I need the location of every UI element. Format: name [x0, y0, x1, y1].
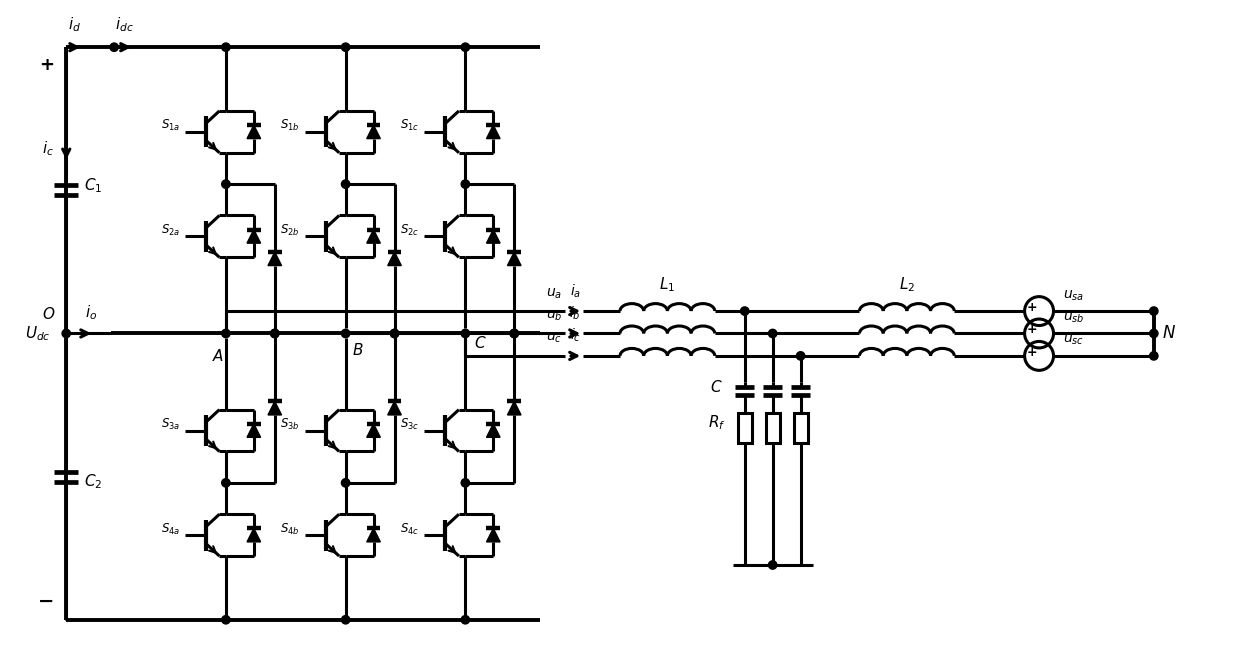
- Circle shape: [461, 615, 470, 624]
- Polygon shape: [486, 424, 500, 438]
- Bar: [794, 413, 807, 443]
- Circle shape: [1149, 307, 1158, 316]
- Circle shape: [341, 329, 350, 338]
- Circle shape: [740, 307, 749, 316]
- Circle shape: [391, 329, 399, 338]
- Text: $S_{1b}$: $S_{1b}$: [280, 118, 300, 133]
- Polygon shape: [388, 252, 402, 266]
- Circle shape: [510, 329, 518, 338]
- Text: $S_{3a}$: $S_{3a}$: [161, 417, 180, 432]
- Text: $L_2$: $L_2$: [899, 275, 915, 294]
- Text: $S_{4a}$: $S_{4a}$: [161, 522, 180, 537]
- Text: $C$: $C$: [474, 335, 486, 352]
- Circle shape: [391, 329, 399, 338]
- Text: $S_{1a}$: $S_{1a}$: [161, 118, 180, 133]
- Circle shape: [341, 615, 350, 624]
- Text: $L_1$: $L_1$: [660, 275, 676, 294]
- Circle shape: [461, 329, 470, 338]
- Text: $i_c$: $i_c$: [42, 140, 55, 158]
- Text: $u_b$: $u_b$: [546, 308, 562, 323]
- Text: $C$: $C$: [711, 379, 723, 395]
- Text: $S_{3b}$: $S_{3b}$: [280, 417, 300, 432]
- Polygon shape: [367, 230, 381, 243]
- Bar: [765, 413, 780, 443]
- Polygon shape: [486, 125, 500, 138]
- Text: $S_{4b}$: $S_{4b}$: [280, 522, 300, 537]
- Text: $B$: $B$: [352, 342, 363, 358]
- Text: $S_{2a}$: $S_{2a}$: [161, 223, 180, 238]
- Text: +: +: [1027, 323, 1037, 337]
- Circle shape: [1149, 352, 1158, 360]
- Polygon shape: [367, 125, 381, 138]
- Text: $C_1$: $C_1$: [84, 176, 103, 195]
- Text: $u_{sc}$: $u_{sc}$: [1063, 333, 1084, 347]
- Text: $A$: $A$: [212, 348, 224, 364]
- Text: $S_{1c}$: $S_{1c}$: [401, 118, 419, 133]
- Text: $i_d$: $i_d$: [68, 15, 81, 34]
- Text: $S_{2c}$: $S_{2c}$: [401, 223, 419, 238]
- Text: $O$: $O$: [42, 306, 55, 321]
- Text: +: +: [1027, 346, 1037, 359]
- Polygon shape: [367, 528, 381, 542]
- Circle shape: [461, 479, 470, 487]
- Text: +: +: [38, 56, 53, 74]
- Circle shape: [62, 329, 71, 338]
- Text: $R_f$: $R_f$: [708, 413, 725, 432]
- Polygon shape: [247, 424, 260, 438]
- Circle shape: [796, 352, 805, 360]
- Circle shape: [510, 329, 518, 338]
- Polygon shape: [507, 252, 521, 266]
- Text: $i_c$: $i_c$: [569, 327, 580, 344]
- Circle shape: [222, 180, 231, 188]
- Polygon shape: [388, 401, 402, 415]
- Circle shape: [222, 615, 231, 624]
- Circle shape: [270, 329, 279, 338]
- Circle shape: [461, 180, 470, 188]
- Circle shape: [341, 43, 350, 51]
- Circle shape: [222, 43, 231, 51]
- Text: $u_{sa}$: $u_{sa}$: [1063, 288, 1084, 302]
- Text: $u_{sb}$: $u_{sb}$: [1063, 310, 1085, 325]
- Polygon shape: [268, 252, 281, 266]
- Text: $u_a$: $u_a$: [546, 286, 562, 300]
- Polygon shape: [268, 401, 281, 415]
- Circle shape: [222, 479, 231, 487]
- Text: $i_{dc}$: $i_{dc}$: [115, 15, 134, 34]
- Text: $S_{2b}$: $S_{2b}$: [280, 223, 300, 238]
- Text: $i_a$: $i_a$: [569, 282, 580, 300]
- Text: $U_{dc}$: $U_{dc}$: [26, 324, 51, 343]
- Polygon shape: [247, 125, 260, 138]
- Text: $S_{3c}$: $S_{3c}$: [401, 417, 419, 432]
- Text: −: −: [38, 592, 55, 611]
- Text: $C_2$: $C_2$: [84, 472, 103, 491]
- Circle shape: [270, 329, 279, 338]
- Polygon shape: [247, 230, 260, 243]
- Circle shape: [222, 329, 231, 338]
- Circle shape: [341, 479, 350, 487]
- Polygon shape: [247, 528, 260, 542]
- Polygon shape: [486, 230, 500, 243]
- Text: $i_o$: $i_o$: [86, 304, 97, 322]
- Circle shape: [110, 43, 118, 51]
- Text: $i_b$: $i_b$: [569, 304, 580, 322]
- Circle shape: [769, 561, 776, 569]
- Text: $S_{4c}$: $S_{4c}$: [401, 522, 419, 537]
- Polygon shape: [486, 528, 500, 542]
- Bar: [738, 413, 751, 443]
- Text: $N$: $N$: [1162, 325, 1176, 342]
- Circle shape: [461, 43, 470, 51]
- Circle shape: [1149, 329, 1158, 338]
- Circle shape: [769, 329, 776, 338]
- Text: $u_c$: $u_c$: [546, 331, 562, 345]
- Circle shape: [341, 180, 350, 188]
- Polygon shape: [507, 401, 521, 415]
- Polygon shape: [367, 424, 381, 438]
- Text: +: +: [1027, 301, 1037, 314]
